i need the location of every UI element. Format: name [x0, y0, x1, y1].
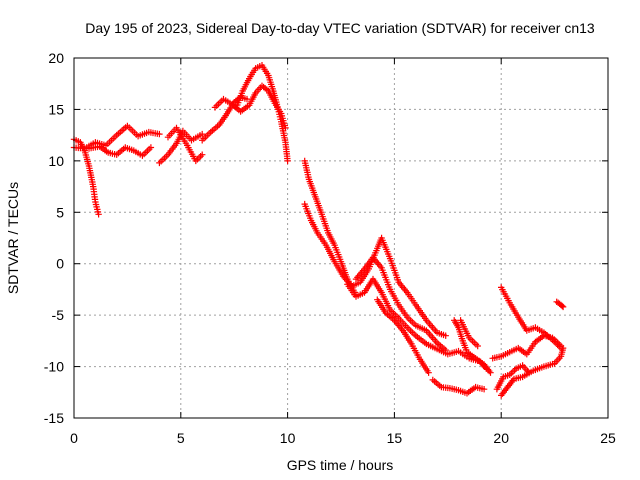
- x-tick-label: 25: [600, 430, 616, 446]
- series-arc-20: [493, 362, 533, 393]
- y-tick-label: -10: [44, 359, 64, 375]
- data-point: [195, 154, 203, 161]
- data-point: [243, 95, 251, 103]
- data-point: [442, 332, 449, 339]
- plot-frame: [73, 57, 609, 419]
- y-axis-ticks: -15 -10 -5 0 5 10 15 20: [44, 50, 608, 426]
- data-point: [156, 130, 163, 138]
- y-tick-label: -5: [52, 307, 65, 323]
- chart-title: Day 195 of 2023, Sidereal Day-to-day VTE…: [85, 20, 595, 36]
- y-tick-label: 0: [56, 256, 64, 272]
- series-arc-15: [451, 317, 494, 376]
- series-arc-2: [70, 122, 163, 152]
- series-arc-11: [352, 254, 449, 354]
- series-arc-4: [156, 127, 206, 167]
- series-arc-5: [164, 124, 206, 165]
- series-arc-9: [301, 157, 360, 298]
- y-tick-label: 10: [48, 153, 64, 169]
- data-point: [425, 369, 432, 376]
- data-point: [480, 386, 488, 393]
- series-arc-13: [374, 296, 432, 376]
- data-point: [559, 303, 567, 311]
- data-point: [525, 369, 533, 376]
- data-point: [147, 144, 155, 151]
- y-tick-label: 5: [56, 204, 64, 220]
- series-arc-16: [457, 317, 481, 350]
- x-axis-ticks: 0 5 10 15 20 25: [70, 58, 616, 446]
- y-axis-label: SDTVAR / TECUs: [5, 182, 21, 294]
- series-arc-21: [553, 298, 567, 311]
- x-axis-label: GPS time / hours: [287, 457, 394, 473]
- data-point: [558, 302, 566, 310]
- y-tick-label: -15: [44, 410, 64, 426]
- data-point: [197, 153, 204, 160]
- data-point: [199, 151, 206, 158]
- x-tick-label: 20: [493, 430, 509, 446]
- data-points: [70, 62, 567, 399]
- x-tick-label: 10: [280, 430, 296, 446]
- data-point: [284, 157, 291, 165]
- x-tick-label: 0: [70, 430, 78, 446]
- series-arc-19: [498, 284, 565, 352]
- y-tick-label: 15: [48, 101, 64, 117]
- x-tick-label: 5: [177, 430, 185, 446]
- series-arc-14: [429, 376, 488, 397]
- grid: [74, 58, 608, 418]
- series-arc-8: [233, 62, 291, 165]
- data-point: [199, 130, 206, 138]
- series-arc-3: [85, 143, 155, 159]
- data-point: [95, 211, 102, 218]
- data-point: [487, 369, 494, 376]
- x-tick-label: 15: [387, 430, 403, 446]
- series-arc-1: [70, 136, 102, 218]
- data-point: [474, 342, 481, 350]
- data-point: [194, 156, 201, 163]
- y-tick-label: 20: [48, 50, 64, 66]
- series-arc-10: [301, 200, 449, 339]
- data-point: [557, 344, 565, 352]
